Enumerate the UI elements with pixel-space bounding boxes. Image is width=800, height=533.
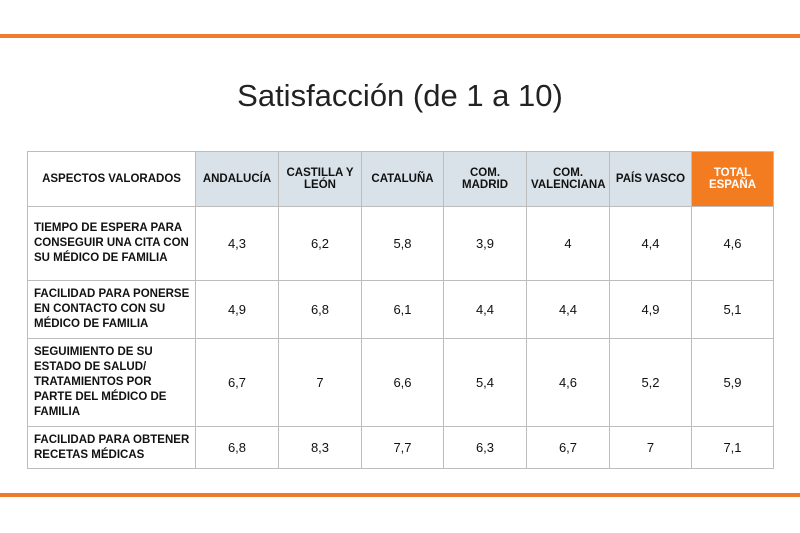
row-label: SEGUIMIENTO DE SU ESTADO DE SALUD/ TRATA… [27,338,196,427]
value-cell: 6,8 [278,280,362,339]
header-cell: CASTILLA Y LEÓN [278,151,362,207]
top-rule [0,34,800,38]
header-cell: TOTAL ESPAÑA [691,151,774,207]
value-cell: 7 [609,426,692,469]
row-label: FACILIDAD PARA PONERSE EN CONTACTO CON S… [27,280,196,339]
value-cell: 4 [526,206,610,281]
value-cell: 4,9 [609,280,692,339]
value-cell: 4,6 [526,338,610,427]
value-cell: 4,4 [609,206,692,281]
value-cell: 6,8 [195,426,279,469]
table-row: FACILIDAD PARA OBTENER RECETAS MÉDICAS 6,… [27,426,774,469]
value-cell: 4,9 [195,280,279,339]
value-cell: 3,9 [443,206,527,281]
value-cell: 6,2 [278,206,362,281]
table-body: TIEMPO DE ESPERA PARA CONSEGUIR UNA CITA… [27,206,774,469]
table: ASPECTOS VALORADOS ANDALUCÍA CASTILLA Y LE… [27,151,774,469]
value-cell: 5,8 [361,206,444,281]
header-cell: PAÍS VASCO [609,151,692,207]
value-cell: 5,9 [691,338,774,427]
header-cell: ANDALUCÍA [195,151,279,207]
title: Satisfacción (de 1 a 10) [237,78,563,113]
value-cell: 6,7 [195,338,279,427]
bottom-rule [0,493,800,497]
table-row: TIEMPO DE ESPERA PARA CONSEGUIR UNA CITA… [27,206,774,281]
value-cell: 5,4 [443,338,527,427]
header-cell: COM. VALENCIANA [526,151,610,207]
value-cell: 4,6 [691,206,774,281]
value-cell: 7,1 [691,426,774,469]
value-cell: 6,7 [526,426,610,469]
header-cell: ASPECTOS VALORADOS [27,151,196,207]
value-cell: 4,4 [526,280,610,339]
header-row: ASPECTOS VALORADOS ANDALUCÍA CASTILLA Y LE… [27,151,774,207]
value-cell: 5,2 [609,338,692,427]
value-cell: 6,1 [361,280,444,339]
value-cell: 6,3 [443,426,527,469]
value-cell: 5,1 [691,280,774,339]
header-cell: COM. MADRID [443,151,527,207]
row-label: TIEMPO DE ESPERA PARA CONSEGUIR UNA CITA… [27,206,196,281]
table-row: SEGUIMIENTO DE SU ESTADO DE SALUD/ TRATA… [27,338,774,427]
value-cell: 4,3 [195,206,279,281]
table-row: FACILIDAD PARA PONERSE EN CONTACTO CON S… [27,280,774,339]
value-cell: 7,7 [361,426,444,469]
row-label: FACILIDAD PARA OBTENER RECETAS MÉDICAS [27,426,196,469]
value-cell: 4,4 [443,280,527,339]
value-cell: 8,3 [278,426,362,469]
value-cell: 7 [278,338,362,427]
value-cell: 6,6 [361,338,444,427]
header-cell: CATALUÑA [361,151,444,207]
